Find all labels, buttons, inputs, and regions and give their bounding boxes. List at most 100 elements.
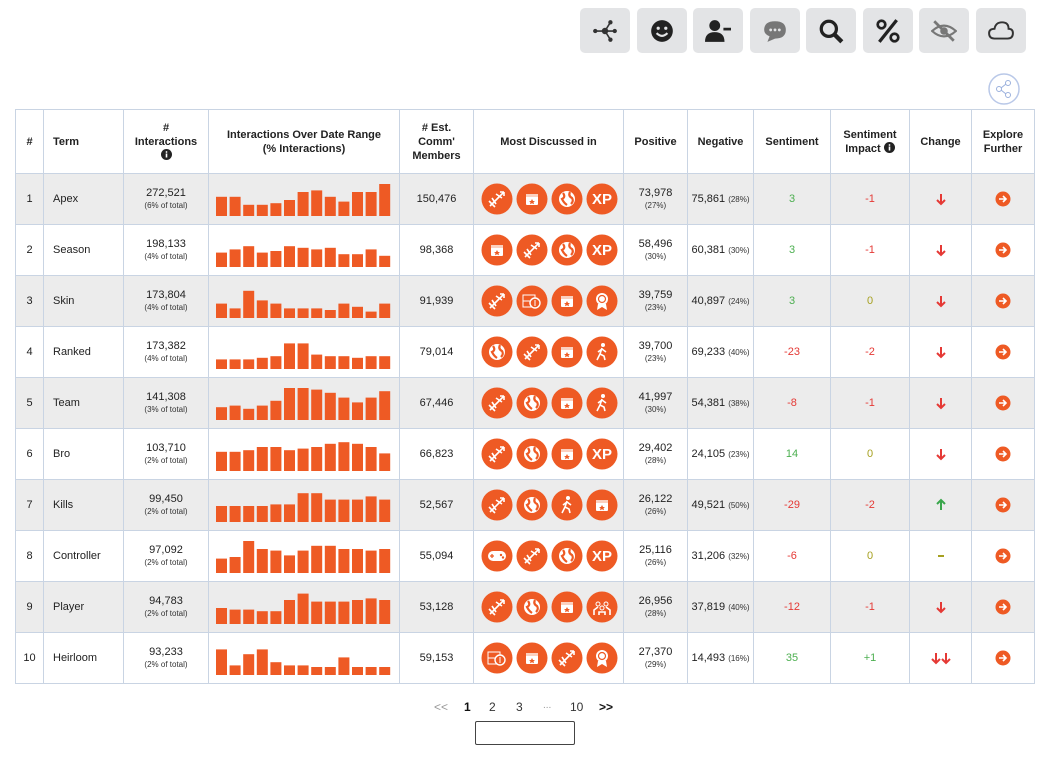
positive: 41,997 (638, 391, 673, 403)
term: Controller (53, 550, 101, 562)
info-icon[interactable] (160, 148, 172, 160)
channel-icon[interactable] (516, 234, 547, 266)
header-text: Change (920, 135, 961, 148)
channel-icon[interactable] (481, 540, 512, 572)
explore-button[interactable] (995, 548, 1011, 564)
channel-icon[interactable] (481, 489, 512, 521)
trend-bar (365, 550, 377, 573)
explore-button[interactable] (995, 344, 1011, 360)
channel-icon[interactable] (481, 234, 512, 266)
trend-bar (284, 665, 295, 675)
cell (909, 224, 972, 276)
channel-icon[interactable] (551, 438, 582, 470)
positive-pct: (29%) (644, 660, 667, 669)
cell: 2 (15, 224, 44, 276)
explore-button[interactable] (995, 446, 1011, 462)
explore-button[interactable] (995, 497, 1011, 513)
toolbar-button[interactable] (975, 8, 1026, 53)
channel-icon[interactable] (481, 591, 512, 623)
channel-icon[interactable] (516, 285, 547, 317)
page-link[interactable]: 10 (570, 700, 584, 714)
trend-bar (365, 598, 377, 624)
info-icon[interactable] (883, 141, 895, 153)
channel-icon[interactable] (481, 642, 512, 674)
explore-button[interactable] (995, 650, 1011, 666)
page-link[interactable]: 3 (516, 700, 523, 714)
page-link[interactable]: 1 (464, 700, 471, 714)
channel-icon[interactable] (481, 285, 512, 317)
channel-icon[interactable] (516, 438, 547, 470)
cell (473, 275, 624, 327)
cell: -2 (830, 479, 910, 531)
channel-icon[interactable] (551, 183, 582, 215)
cell (971, 326, 1035, 378)
channel-icon[interactable]: XP (586, 438, 617, 470)
channel-icon[interactable] (516, 540, 547, 572)
channel-icon[interactable] (586, 489, 617, 521)
trend-bar (270, 447, 282, 471)
channel-icon[interactable] (551, 540, 582, 572)
channel-icon[interactable] (551, 591, 582, 623)
explore-button[interactable] (995, 395, 1011, 411)
channel-icon[interactable] (586, 387, 617, 419)
channel-icon[interactable] (516, 591, 547, 623)
share-button[interactable] (987, 72, 1021, 106)
cell: 58,496 (30%) (623, 224, 688, 276)
sparkline (216, 388, 391, 420)
toolbar-button[interactable] (749, 8, 800, 53)
page-input[interactable] (475, 721, 575, 745)
column-header: Most Discussed in (473, 109, 624, 174)
channel-icon[interactable] (586, 285, 617, 317)
cell: 3 (753, 275, 831, 327)
channel-icon[interactable]: XP (586, 540, 617, 572)
cell (208, 479, 400, 531)
toolbar-icon (875, 18, 900, 43)
channel-icon[interactable] (586, 642, 617, 674)
channel-icon[interactable] (481, 438, 512, 470)
channel-icon[interactable] (586, 336, 617, 368)
channel-icon[interactable] (516, 387, 547, 419)
page-link[interactable]: 2 (489, 700, 496, 714)
channel-icon[interactable] (551, 642, 582, 674)
positive: 27,370 (638, 646, 673, 658)
share: (2% of total) (144, 660, 188, 669)
cell: XP (473, 530, 624, 582)
cell: 14,493 (16%) (687, 632, 754, 684)
toolbar-button[interactable] (862, 8, 913, 53)
channel-icon[interactable] (551, 387, 582, 419)
channel-icon[interactable] (516, 489, 547, 521)
trend-bar (256, 204, 268, 216)
toolbar-button[interactable] (636, 8, 687, 53)
page-prev[interactable]: << (434, 700, 449, 714)
channel-icon[interactable]: XP (586, 234, 617, 266)
channel-icon[interactable] (551, 234, 582, 266)
negative-pct: (40%) (728, 603, 750, 612)
channel-icon[interactable] (586, 591, 617, 623)
negative: 14,493 (691, 652, 726, 664)
channel-icon[interactable] (481, 183, 512, 215)
toolbar-button[interactable] (693, 8, 743, 53)
channel-icon[interactable] (516, 183, 547, 215)
channel-icon[interactable] (481, 387, 512, 419)
channel-icon[interactable] (516, 336, 547, 368)
explore-button[interactable] (995, 293, 1011, 309)
toolbar-button[interactable] (580, 8, 630, 53)
explore-button[interactable] (995, 242, 1011, 258)
row-number: 3 (26, 295, 33, 307)
cell: 73,978 (27%) (623, 173, 688, 225)
channel-icon[interactable] (551, 285, 582, 317)
channel-icon[interactable]: XP (586, 183, 617, 215)
explore-button[interactable] (995, 599, 1011, 615)
share: (4% of total) (144, 354, 188, 363)
channel-icon[interactable] (516, 642, 547, 674)
page-link[interactable]: ... (543, 700, 552, 711)
toolbar-button[interactable] (806, 8, 856, 53)
channel-icon[interactable] (551, 336, 582, 368)
channel-icon[interactable] (481, 336, 512, 368)
page-next[interactable]: >> (599, 700, 614, 714)
toolbar-button[interactable] (919, 8, 969, 53)
channel-icon[interactable] (551, 489, 582, 521)
cell (208, 275, 400, 327)
explore-button[interactable] (995, 191, 1011, 207)
term: Player (53, 601, 85, 613)
